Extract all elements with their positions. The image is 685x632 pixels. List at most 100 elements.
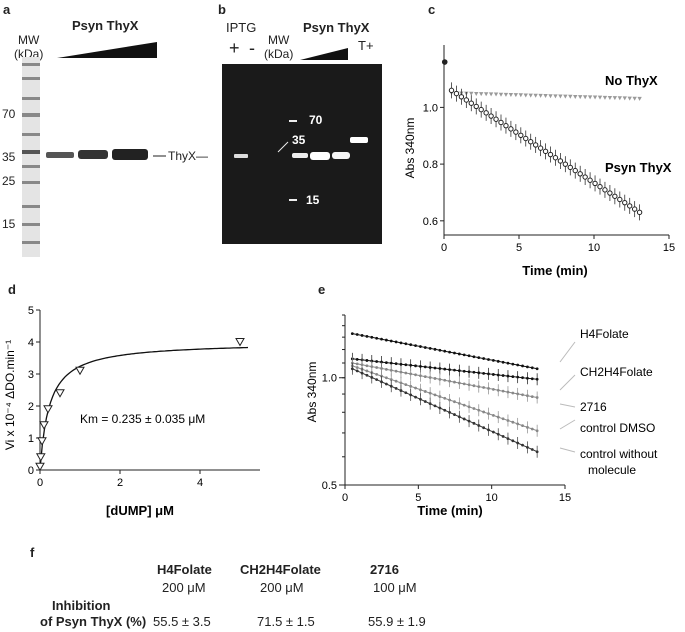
chart-e-point bbox=[462, 369, 466, 373]
chart-c-point-nothyx bbox=[469, 91, 474, 96]
chart-e-point bbox=[414, 395, 417, 399]
chart-e-point bbox=[375, 360, 379, 363]
chart-e-point bbox=[433, 404, 437, 408]
chart-c-series-psyn-thyx: Psyn ThyX bbox=[605, 160, 672, 175]
chart-e-point bbox=[409, 384, 413, 388]
chart-e-point bbox=[423, 346, 427, 349]
chart-e-point bbox=[423, 375, 427, 379]
chart-e-point bbox=[404, 383, 408, 387]
chart-e-point bbox=[487, 387, 490, 390]
chart-e-point bbox=[365, 359, 369, 362]
chart-e-point bbox=[462, 417, 466, 421]
chart-e-point bbox=[419, 397, 422, 401]
chart-e-point bbox=[443, 408, 447, 412]
chart-e-point bbox=[365, 373, 369, 377]
table-conc-h4folate: 200 μM bbox=[162, 580, 206, 595]
chart-c-point-psyn bbox=[552, 155, 559, 161]
chart-e-point bbox=[477, 371, 481, 375]
chart-e-point bbox=[462, 353, 466, 357]
chart-e-point bbox=[482, 371, 486, 375]
chart-e-point bbox=[530, 377, 534, 381]
chart-e-point bbox=[511, 439, 515, 443]
chart-e-point bbox=[501, 374, 505, 377]
table-conc-ch2h4folate: 200 μM bbox=[260, 580, 304, 595]
mw-label: MW bbox=[268, 33, 290, 47]
chart-d-annotation: Km = 0.235 ± 0.035 μM bbox=[80, 412, 205, 426]
chart-e-point bbox=[419, 345, 422, 348]
chart-e-point bbox=[467, 370, 471, 374]
chart-d-ylabel: Vi x 10⁻⁴ ΔDO.min⁻¹ bbox=[3, 340, 17, 450]
chart-e-point bbox=[472, 355, 476, 359]
chart-e-point bbox=[389, 339, 393, 343]
chart-e-point bbox=[375, 336, 379, 340]
chart-e-point bbox=[394, 362, 398, 366]
chart-d-xtick-label: 0 bbox=[37, 477, 43, 489]
table-header-ch2h4folate: CH2H4Folate bbox=[240, 562, 321, 577]
chart-e-point bbox=[428, 391, 432, 395]
chart-e-point bbox=[472, 370, 476, 374]
chart-e-point bbox=[355, 357, 359, 361]
chart-e-point bbox=[482, 357, 486, 360]
chart-e-point bbox=[453, 351, 456, 355]
chart-e-point bbox=[457, 415, 461, 419]
chart-d-ytick-label: 3 bbox=[28, 369, 34, 381]
chart-c-point-psyn bbox=[532, 142, 539, 148]
table-value-ch2h4folate: 71.5 ± 1.5 bbox=[257, 614, 315, 629]
chart-e-point bbox=[414, 373, 417, 377]
chart-c-point-psyn bbox=[617, 196, 623, 203]
chart-e-point bbox=[496, 359, 500, 363]
chart-e-point bbox=[530, 395, 534, 399]
table-conc-2716: 100 μM bbox=[373, 580, 417, 595]
chart-c-point-nothyx bbox=[493, 92, 499, 97]
chart-e-point bbox=[355, 366, 359, 369]
chart-c-xtick-label: 0 bbox=[441, 242, 447, 254]
chart-e-point bbox=[360, 334, 364, 337]
chart-e-point bbox=[438, 367, 442, 370]
chart-e-point bbox=[462, 403, 466, 407]
panel-a-band-label: ThyX— bbox=[168, 149, 209, 163]
chart-e-point bbox=[487, 428, 490, 432]
chart-e-point bbox=[419, 388, 422, 392]
chart-e-point bbox=[535, 367, 539, 371]
chart-e-point bbox=[394, 386, 398, 390]
chart-e-ytick-label: 1.0 bbox=[322, 373, 337, 385]
chart-c-point-nothyx bbox=[587, 95, 593, 100]
chart-e-point bbox=[438, 406, 442, 410]
chart-c-point-nothyx bbox=[582, 95, 588, 100]
chart-c-point-nothyx bbox=[573, 94, 578, 99]
chart-e-point bbox=[491, 387, 495, 391]
panel-b-wedge bbox=[300, 48, 348, 60]
thyx-label: ThyX bbox=[168, 149, 197, 163]
chart-c-ylabel: Abs 340nm bbox=[403, 118, 417, 179]
chart-c-point-nothyx bbox=[553, 94, 558, 99]
chart-e-point bbox=[457, 352, 461, 356]
chart-e-xtick-label: 10 bbox=[486, 492, 498, 504]
chart-e-point bbox=[511, 391, 515, 395]
chart-d-fit-curve bbox=[39, 346, 249, 468]
chart-e: 0 5 10 15 0.5 1.0 Abs 340nm Time (min) H4Fola… bbox=[305, 314, 658, 518]
chart-c-point-psyn bbox=[622, 199, 628, 206]
chart-e-xtick-label: 5 bbox=[415, 492, 421, 504]
chart-c-xtick-label: 5 bbox=[516, 242, 522, 254]
chart-c-point-nothyx bbox=[568, 94, 573, 99]
panel-a-gel bbox=[22, 57, 166, 257]
chart-c-point-psyn bbox=[612, 193, 618, 199]
chart-e-point bbox=[375, 372, 379, 376]
chart-e-point bbox=[350, 367, 354, 371]
chart-e-point bbox=[467, 419, 471, 423]
chart-e-point bbox=[457, 369, 461, 373]
chart-c-point-psyn bbox=[463, 97, 470, 103]
panel-b-marker-15: 15 bbox=[306, 193, 320, 207]
panel-a-marker-15: 15 bbox=[2, 217, 16, 231]
chart-e-point bbox=[375, 366, 379, 369]
chart-d-ytick-label: 1 bbox=[28, 433, 34, 445]
chart-e-point bbox=[355, 369, 359, 373]
chart-e-point bbox=[516, 375, 520, 379]
chart-d-ytick-label: 0 bbox=[28, 465, 34, 477]
chart-e-xtick-label: 0 bbox=[342, 492, 348, 504]
chart-e-point bbox=[477, 385, 481, 389]
chart-c-point-nothyx bbox=[474, 91, 479, 96]
chart-e-point bbox=[438, 348, 442, 352]
chart-e-point bbox=[526, 425, 529, 429]
